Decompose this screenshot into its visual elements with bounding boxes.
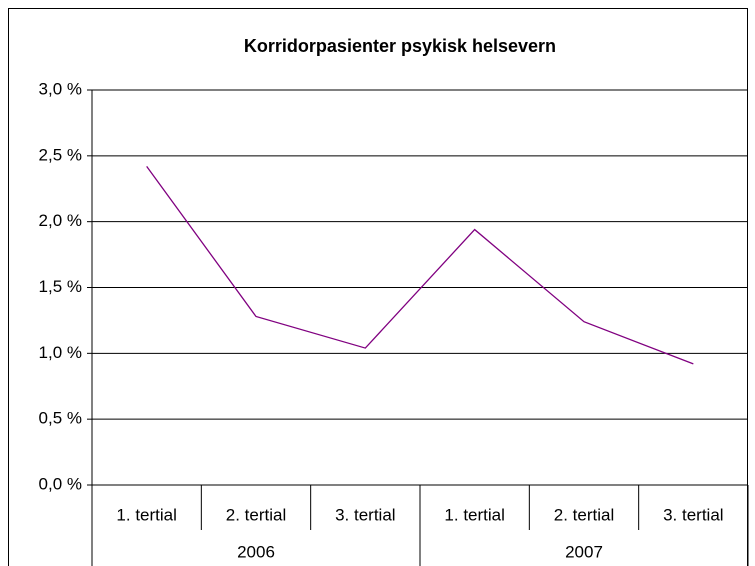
y-tick-label: 3,0 %: [39, 79, 82, 98]
line-series: [146, 165, 694, 365]
y-tick-label: 0,0 %: [39, 474, 82, 493]
x-tick-label: 1. tertial: [116, 505, 176, 524]
y-tick-label: 2,0 %: [39, 211, 82, 230]
group-label: 2006: [237, 542, 275, 561]
y-tick-label: 1,0 %: [39, 343, 82, 362]
y-tick-label: 1,5 %: [39, 277, 82, 296]
x-tick-label: 1. tertial: [444, 505, 504, 524]
y-tick-label: 0,5 %: [39, 409, 82, 428]
x-tick-label: 3. tertial: [335, 505, 395, 524]
x-tick-label: 2. tertial: [554, 505, 614, 524]
x-tick-label: 3. tertial: [663, 505, 723, 524]
group-label: 2007: [565, 542, 603, 561]
chart-title: Korridorpasienter psykisk helsevern: [244, 36, 556, 56]
x-tick-label: 2. tertial: [226, 505, 286, 524]
y-tick-label: 2,5 %: [39, 145, 82, 164]
